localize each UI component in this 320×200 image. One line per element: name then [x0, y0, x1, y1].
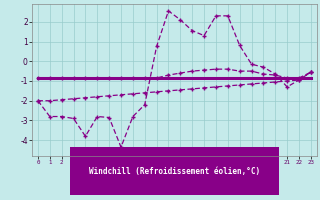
X-axis label: Windchill (Refroidissement éolien,°C): Windchill (Refroidissement éolien,°C): [89, 167, 260, 176]
